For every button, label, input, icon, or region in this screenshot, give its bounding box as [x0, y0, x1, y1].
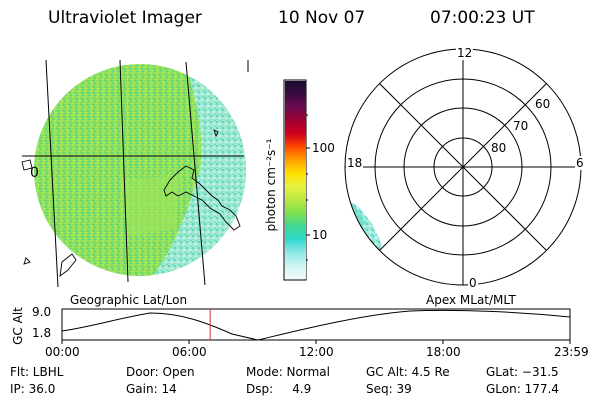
altitude-frame	[61, 308, 571, 341]
mlt-label-0: 0	[468, 276, 478, 290]
info-filter: Flt: LBHL	[10, 365, 64, 379]
app-title: Ultraviolet Imager	[48, 8, 202, 28]
altitude-xtick-2359: 23:59	[554, 345, 589, 359]
info-door: Door: Open	[126, 365, 195, 379]
colorbar	[283, 79, 310, 281]
polar-plot	[344, 48, 582, 286]
altitude-plot	[61, 308, 571, 344]
altitude-curve	[61, 309, 571, 341]
colorbar-tick-10: 10	[312, 228, 328, 242]
image-date: 10 Nov 07	[278, 8, 366, 28]
altitude-xtick-1800: 18:00	[426, 345, 461, 359]
altitude-xticks	[61, 340, 571, 344]
altitude-ylabel: GC Alt	[11, 307, 25, 345]
info-mode: Mode: Normal	[246, 365, 330, 379]
mlat-label-80: 80	[490, 141, 508, 155]
altitude-ytick-9: 9.0	[32, 305, 52, 319]
altitude-ytick-1-8: 1.8	[32, 326, 52, 340]
polar-grid	[344, 48, 582, 286]
geographic-image	[21, 59, 249, 288]
info-glon: GLon: 177.4	[486, 382, 559, 396]
colorbar-tick-100: 100	[312, 141, 335, 155]
colorbar-ticks	[306, 114, 310, 261]
mlt-label-6: 6	[575, 156, 585, 170]
mlt-label-12: 12	[456, 46, 474, 60]
mlat-label-70: 70	[512, 119, 530, 133]
left-panel-caption: Geographic Lat/Lon	[70, 293, 188, 307]
info-seq: Seq: 39	[366, 382, 412, 396]
info-ip: IP: 36.0	[10, 382, 56, 396]
geo-grid-lines	[22, 59, 249, 288]
colorbar-gradient	[285, 81, 306, 279]
mlat-label-60: 60	[534, 97, 552, 111]
altitude-xtick-0000: 00:00	[45, 345, 80, 359]
altitude-xtick-1200: 12:00	[299, 345, 334, 359]
info-gain: Gain: 14	[126, 382, 177, 396]
colorbar-unit-label: photon cm⁻²s⁻¹	[264, 138, 278, 232]
geo-lon-label: 0	[30, 165, 39, 181]
info-glat: GLat: −31.5	[486, 365, 559, 379]
altitude-xtick-0600: 06:00	[172, 345, 207, 359]
image-time: 07:00:23 UT	[430, 8, 535, 28]
coastline	[21, 129, 241, 278]
info-gc-alt: GC Alt: 4.5 Re	[366, 365, 450, 379]
info-dsp: Dsp: 4.9	[246, 382, 312, 396]
mlt-label-18: 18	[346, 156, 364, 170]
right-panel-caption: Apex MLat/MLT	[426, 293, 516, 307]
